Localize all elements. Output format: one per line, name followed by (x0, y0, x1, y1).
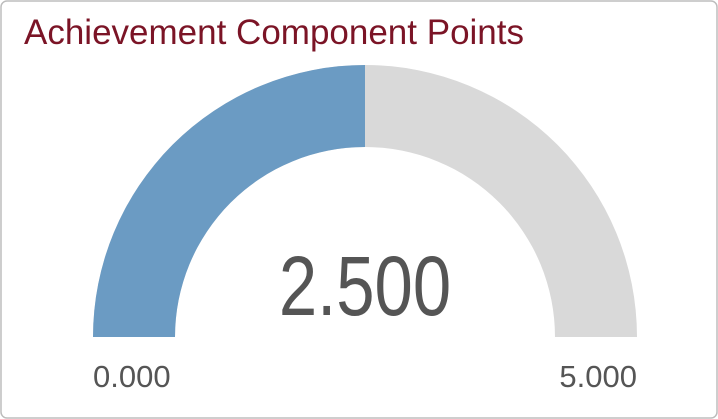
gauge-value-arc (93, 65, 365, 337)
gauge-value-label: 2.500 (279, 240, 451, 334)
gauge-range-label: 5.000 (559, 359, 637, 394)
gauge-range-label: 0.000 (93, 359, 171, 394)
chart-title: Achievement Component Points (24, 13, 524, 52)
